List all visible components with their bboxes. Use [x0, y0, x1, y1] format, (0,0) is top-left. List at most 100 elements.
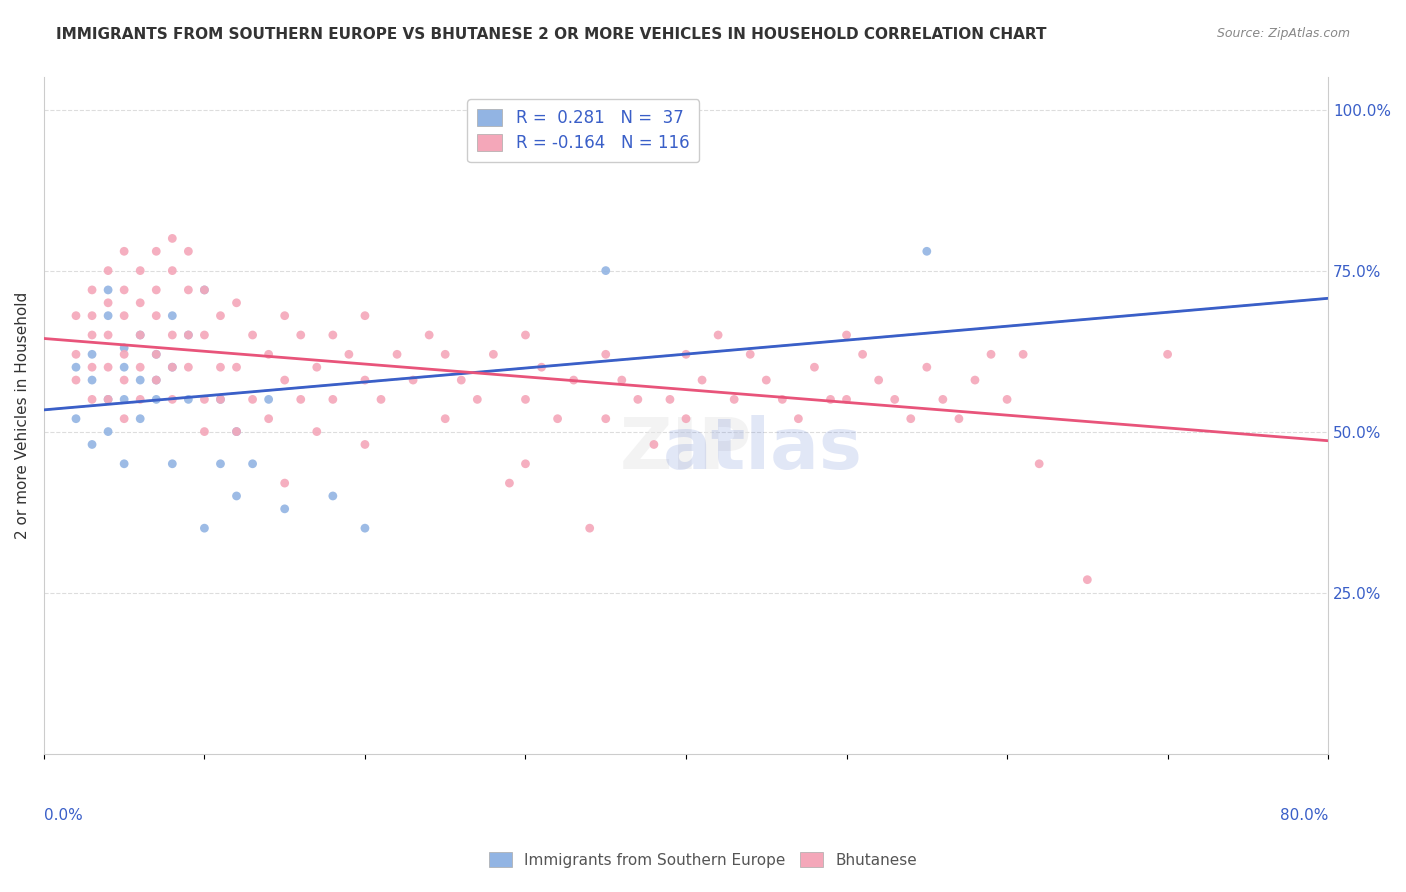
Point: [787, 411, 810, 425]
Point: [193, 521, 215, 535]
Point: [193, 283, 215, 297]
Text: atlas: atlas: [664, 415, 863, 483]
Point: [112, 341, 135, 355]
Point: [803, 360, 825, 375]
Point: [129, 392, 152, 407]
Point: [932, 392, 955, 407]
Point: [305, 360, 328, 375]
Point: [97, 263, 120, 277]
Point: [97, 328, 120, 343]
Point: [97, 360, 120, 375]
Point: [177, 360, 200, 375]
Point: [80, 373, 103, 387]
Point: [273, 373, 295, 387]
Point: [1028, 457, 1050, 471]
Point: [112, 373, 135, 387]
Point: [562, 373, 585, 387]
Text: ZIP: ZIP: [620, 415, 752, 483]
Point: [225, 489, 247, 503]
Point: [948, 411, 970, 425]
Point: [209, 392, 232, 407]
Point: [273, 309, 295, 323]
Point: [852, 347, 875, 361]
Point: [209, 360, 232, 375]
Point: [129, 328, 152, 343]
Point: [595, 347, 617, 361]
Point: [610, 373, 633, 387]
Point: [177, 283, 200, 297]
Point: [1012, 347, 1035, 361]
Point: [162, 309, 184, 323]
Point: [354, 373, 377, 387]
Point: [162, 392, 184, 407]
Point: [530, 360, 553, 375]
Point: [129, 263, 152, 277]
Text: 80.0%: 80.0%: [1279, 807, 1329, 822]
Point: [465, 392, 488, 407]
Point: [129, 411, 152, 425]
Point: [145, 347, 167, 361]
Point: [80, 392, 103, 407]
Point: [273, 501, 295, 516]
Point: [305, 425, 328, 439]
Point: [385, 347, 408, 361]
Point: [65, 347, 87, 361]
Point: [242, 457, 264, 471]
Point: [434, 411, 457, 425]
Point: [145, 373, 167, 387]
Point: [659, 392, 682, 407]
Text: Source: ZipAtlas.com: Source: ZipAtlas.com: [1216, 27, 1350, 40]
Point: [434, 347, 457, 361]
Point: [209, 392, 232, 407]
Point: [1076, 573, 1098, 587]
Point: [112, 244, 135, 259]
Point: [322, 392, 344, 407]
Point: [995, 392, 1018, 407]
Point: [242, 392, 264, 407]
Point: [177, 244, 200, 259]
Point: [498, 476, 520, 491]
Point: [80, 347, 103, 361]
Point: [242, 328, 264, 343]
Point: [915, 244, 938, 259]
Point: [80, 360, 103, 375]
Point: [97, 295, 120, 310]
Point: [482, 347, 505, 361]
Point: [900, 411, 922, 425]
Point: [97, 425, 120, 439]
Point: [193, 328, 215, 343]
Point: [193, 425, 215, 439]
Point: [145, 244, 167, 259]
Point: [225, 425, 247, 439]
Point: [209, 309, 232, 323]
Point: [193, 283, 215, 297]
Point: [162, 231, 184, 245]
Point: [354, 437, 377, 451]
Text: IMMIGRANTS FROM SOUTHERN EUROPE VS BHUTANESE 2 OR MORE VEHICLES IN HOUSEHOLD COR: IMMIGRANTS FROM SOUTHERN EUROPE VS BHUTA…: [56, 27, 1046, 42]
Point: [65, 309, 87, 323]
Point: [225, 425, 247, 439]
Legend: Immigrants from Southern Europe, Bhutanese: Immigrants from Southern Europe, Bhutane…: [481, 844, 925, 875]
Point: [740, 347, 762, 361]
Point: [354, 521, 377, 535]
Point: [915, 360, 938, 375]
Point: [257, 392, 280, 407]
Point: [770, 392, 793, 407]
Point: [273, 476, 295, 491]
Point: [225, 360, 247, 375]
Point: [980, 347, 1002, 361]
Text: 0.0%: 0.0%: [44, 807, 83, 822]
Point: [97, 392, 120, 407]
Point: [337, 347, 360, 361]
Point: [257, 347, 280, 361]
Point: [290, 328, 312, 343]
Point: [129, 373, 152, 387]
Point: [723, 392, 745, 407]
Point: [162, 263, 184, 277]
Point: [643, 437, 665, 451]
Point: [80, 437, 103, 451]
Point: [418, 328, 440, 343]
Point: [97, 309, 120, 323]
Point: [370, 392, 392, 407]
Point: [515, 328, 537, 343]
